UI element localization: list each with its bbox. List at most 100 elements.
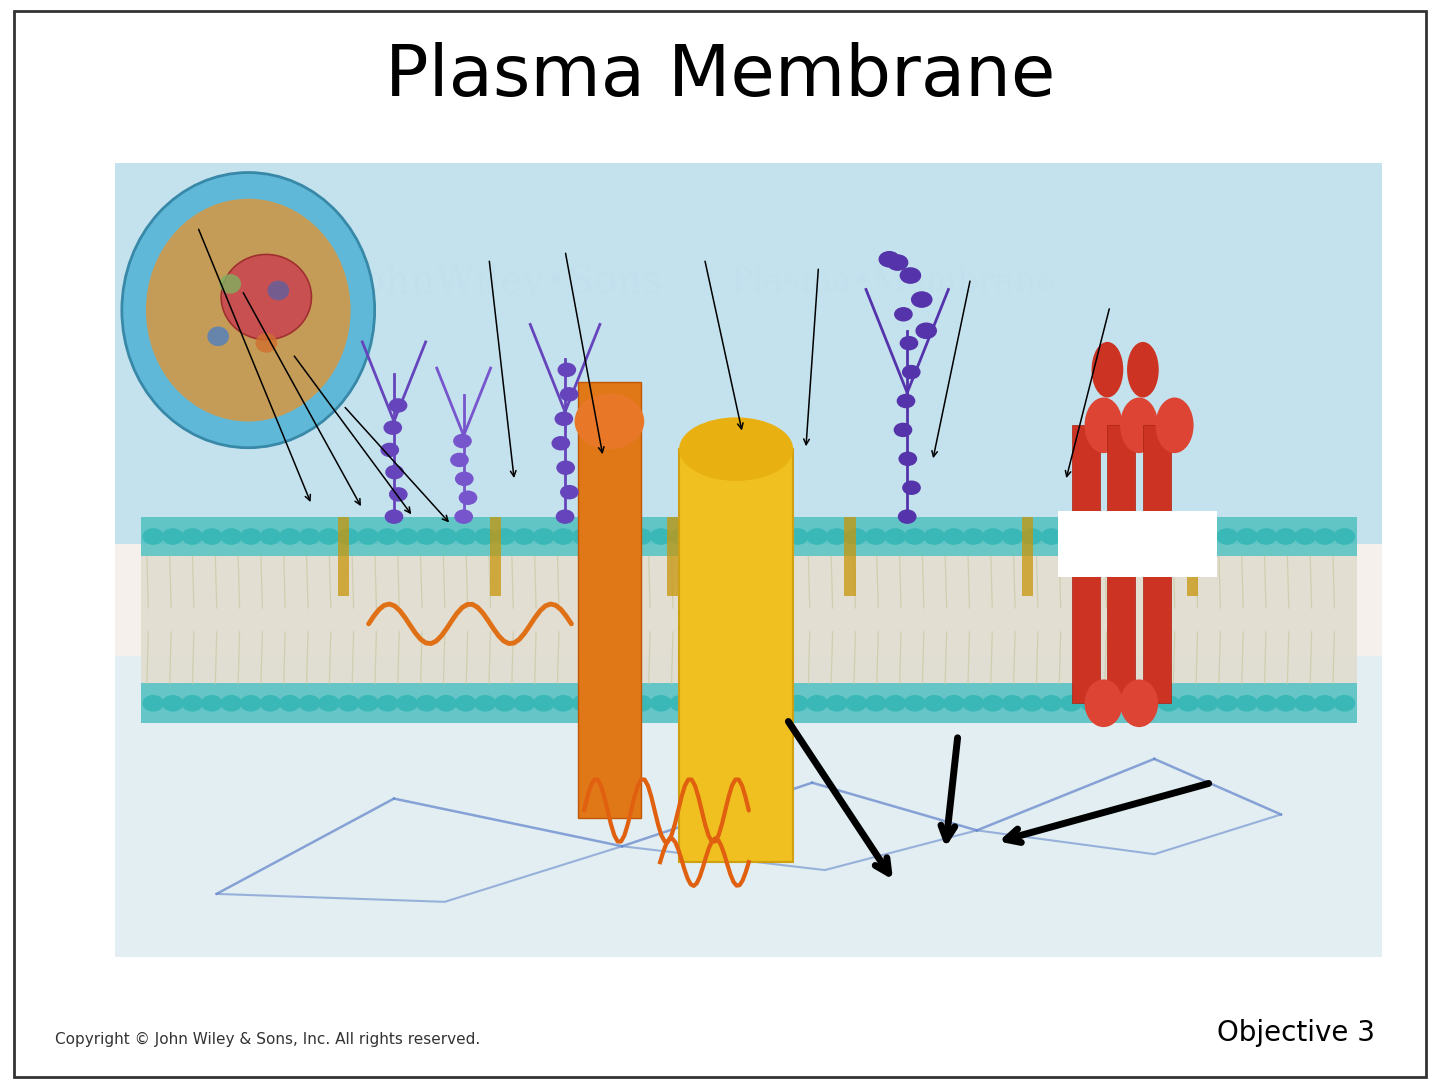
Circle shape [514,529,534,544]
Circle shape [710,529,730,544]
Circle shape [390,487,408,500]
Bar [680,449,793,862]
Circle shape [318,529,338,544]
Circle shape [900,336,917,349]
Circle shape [806,529,827,544]
Circle shape [1217,529,1237,544]
Circle shape [1022,529,1043,544]
Circle shape [1100,695,1120,710]
Circle shape [397,529,418,544]
Circle shape [900,268,920,283]
Circle shape [183,529,203,544]
Circle shape [865,529,886,544]
Circle shape [1256,695,1276,710]
Circle shape [573,529,593,544]
Circle shape [1178,695,1198,710]
Circle shape [359,695,379,710]
Bar [141,556,1356,683]
Circle shape [1276,695,1296,710]
Bar [115,163,1382,544]
Bar [1143,425,1171,703]
Text: Plasma Membrane: Plasma Membrane [384,41,1056,111]
Circle shape [894,308,912,321]
Circle shape [690,695,710,710]
Ellipse shape [219,274,240,294]
Circle shape [338,695,359,710]
Circle shape [1295,529,1315,544]
Circle shape [163,695,183,710]
Circle shape [903,481,920,494]
Circle shape [1002,695,1022,710]
Ellipse shape [222,255,311,339]
Bar [115,163,1382,957]
Bar [1058,511,1217,577]
Circle shape [1002,529,1022,544]
Text: JohnWiley•Sons: JohnWiley•Sons [346,264,662,301]
Ellipse shape [1155,397,1194,453]
Circle shape [240,695,261,710]
Ellipse shape [145,199,350,421]
Circle shape [963,695,984,710]
Circle shape [1335,695,1355,710]
Bar [141,517,1356,556]
Circle shape [886,695,906,710]
Circle shape [261,695,281,710]
Circle shape [847,695,867,710]
Ellipse shape [1128,342,1159,397]
Circle shape [943,695,963,710]
Circle shape [556,412,573,425]
Circle shape [240,529,261,544]
Circle shape [1139,695,1159,710]
Circle shape [560,387,577,400]
Circle shape [377,529,397,544]
Circle shape [1315,529,1335,544]
Circle shape [455,529,475,544]
Circle shape [887,255,907,270]
Circle shape [534,695,554,710]
Circle shape [163,529,183,544]
Ellipse shape [207,326,229,346]
Circle shape [1119,695,1139,710]
Circle shape [300,529,320,544]
Circle shape [559,363,576,376]
Circle shape [338,529,359,544]
Circle shape [943,529,963,544]
Circle shape [455,695,475,710]
Circle shape [202,529,222,544]
Circle shape [318,695,338,710]
Text: Plasma•Membrane: Plasma•Membrane [730,267,1056,299]
Circle shape [557,461,575,474]
Circle shape [377,695,397,710]
Circle shape [1061,695,1081,710]
Text: Objective 3: Objective 3 [1217,1018,1375,1047]
Circle shape [1237,529,1257,544]
Bar [1071,425,1100,703]
Circle shape [671,695,691,710]
Circle shape [612,695,632,710]
Circle shape [1022,695,1043,710]
Circle shape [1237,695,1257,710]
Circle shape [827,695,847,710]
Circle shape [592,529,612,544]
Bar [115,656,1382,957]
Circle shape [749,529,769,544]
Circle shape [788,695,808,710]
Circle shape [494,695,514,710]
Circle shape [183,695,203,710]
Circle shape [455,510,472,523]
Circle shape [416,529,436,544]
Bar [337,517,348,596]
Ellipse shape [1092,342,1123,397]
Circle shape [847,529,867,544]
Circle shape [671,529,691,544]
Ellipse shape [1120,397,1158,453]
Circle shape [451,454,468,467]
Circle shape [416,695,436,710]
Circle shape [904,695,924,710]
Circle shape [924,529,945,544]
Ellipse shape [122,173,374,448]
Circle shape [729,695,749,710]
Circle shape [494,529,514,544]
Circle shape [690,529,710,544]
Circle shape [475,695,495,710]
